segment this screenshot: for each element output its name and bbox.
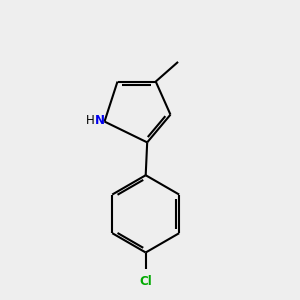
Text: Cl: Cl — [139, 275, 152, 288]
Text: N: N — [95, 114, 105, 127]
Text: H: H — [86, 114, 95, 127]
